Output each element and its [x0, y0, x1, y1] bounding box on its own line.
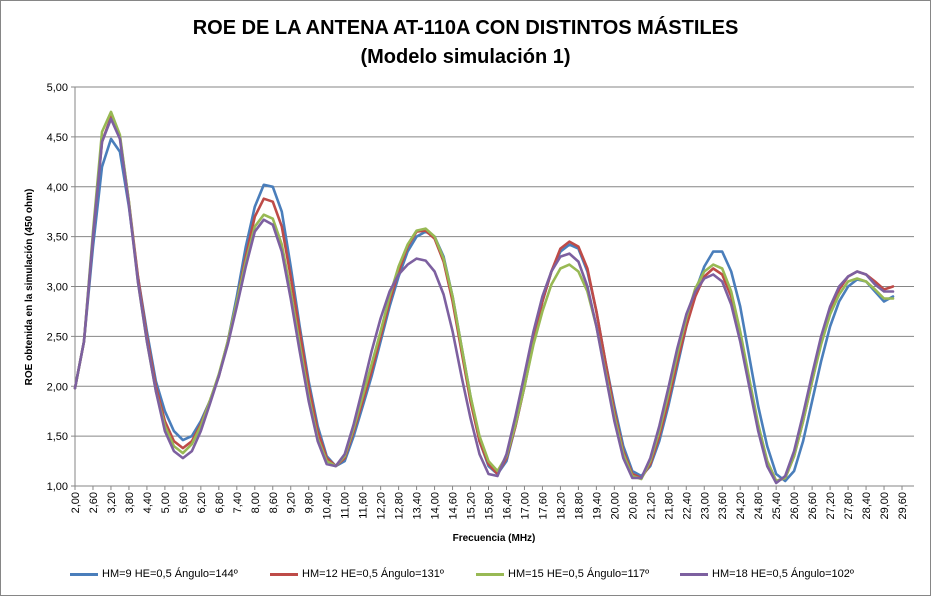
legend-swatch — [476, 572, 504, 576]
x-tick-label: 17,60 — [537, 492, 549, 520]
legend-swatch — [70, 572, 98, 576]
legend-item-1: HM=9 HE=0,5 Ángulo=144º — [70, 563, 238, 585]
x-tick-label: 23,00 — [699, 492, 711, 520]
x-tick-label: 3,80 — [124, 492, 136, 513]
x-tick-label: 22,40 — [681, 492, 693, 520]
x-tick-label: 8,60 — [268, 492, 280, 513]
x-tick-label: 27,20 — [825, 492, 837, 520]
legend-swatch — [680, 572, 708, 576]
y-tick-label: 3,50 — [47, 232, 68, 244]
y-tick-label: 3,00 — [47, 282, 68, 294]
y-axis-label: ROE obtenida en la simulación (450 ohm) — [24, 189, 35, 386]
x-tick-label: 19,40 — [591, 492, 603, 520]
x-tick-label: 7,40 — [232, 492, 244, 513]
legend-label: HM=15 HE=0,5 Ángulo=117º — [508, 568, 650, 580]
y-tick-label: 5,00 — [47, 82, 68, 94]
x-tick-label: 27,80 — [843, 492, 855, 520]
y-tick-labels: 1,00 1,50 2,00 2,50 3,00 3,50 4,00 4,50 5,00 — [47, 82, 68, 493]
series-line-4 — [73, 117, 895, 485]
x-tick-label: 5,00 — [160, 492, 172, 513]
x-tick-label: 21,80 — [663, 492, 675, 520]
y-tick-label: 4,00 — [47, 182, 68, 194]
x-tick-label: 25,40 — [771, 492, 783, 520]
x-tick-label: 6,20 — [196, 492, 208, 513]
y-tick-label: 2,00 — [47, 381, 68, 393]
x-tick-label: 11,60 — [358, 492, 370, 519]
y-tick-label: 2,50 — [47, 331, 68, 343]
x-tick-label: 18,80 — [573, 492, 585, 520]
x-tick-label: 29,00 — [879, 492, 891, 520]
x-tick-label: 8,00 — [250, 492, 262, 513]
legend-item-2: HM=12 HE=0,5 Ángulo=131º — [270, 563, 444, 585]
x-tick-label: 3,20 — [106, 492, 118, 513]
axes — [74, 87, 914, 490]
chart-subtitle: (Modelo simulación 1) — [360, 46, 571, 68]
x-tick-label: 5,60 — [178, 492, 190, 513]
x-tick-label: 18,20 — [555, 492, 567, 520]
x-tick-label: 17,00 — [519, 492, 531, 520]
x-tick-label: 15,20 — [466, 492, 478, 520]
x-tick-label: 20,60 — [627, 492, 639, 520]
x-tick-label: 2,00 — [70, 492, 82, 513]
x-tick-label: 9,20 — [286, 492, 298, 513]
x-tick-label: 21,20 — [645, 492, 657, 520]
x-tick-label: 14,00 — [430, 492, 442, 520]
x-tick-label: 24,20 — [735, 492, 747, 520]
legend-item-3: HM=15 HE=0,5 Ángulo=117º — [476, 563, 649, 585]
legend-swatch — [270, 572, 298, 576]
legend: HM=9 HE=0,5 Ángulo=144º HM=12 HE=0,5 Ángu… — [0, 563, 931, 585]
x-tick-label: 11,00 — [340, 492, 352, 519]
x-tick-label: 2,60 — [88, 492, 100, 513]
x-tick-label: 26,00 — [789, 492, 801, 520]
x-tick-label: 16,40 — [501, 492, 513, 520]
y-tick-label: 1,00 — [47, 481, 68, 493]
x-tick-label: 12,20 — [376, 492, 388, 520]
x-tick-label: 9,80 — [304, 492, 316, 513]
x-tick-label: 10,40 — [322, 492, 334, 520]
legend-label: HM=12 HE=0,5 Ángulo=131º — [302, 568, 444, 580]
x-tick-label: 13,40 — [412, 492, 424, 520]
x-axis-label: Frecuencia (MHz) — [453, 533, 536, 544]
x-tick-label: 14,60 — [448, 492, 460, 520]
chart-title: ROE DE LA ANTENA AT-110A CON DISTINTOS M… — [192, 17, 739, 39]
y-tick-label: 1,50 — [47, 431, 68, 443]
series-lines — [73, 110, 895, 485]
x-tick-labels: 2,00 2,60 3,20 3,80 4,40 5,00 5,60 6,20 6,80 7,40… — [70, 492, 909, 520]
x-tick-label: 23,60 — [717, 492, 729, 520]
y-tick-label: 4,50 — [47, 132, 68, 144]
x-tick-label: 12,80 — [394, 492, 406, 520]
x-tick-label: 15,80 — [484, 492, 496, 520]
x-tick-label: 20,00 — [609, 492, 621, 520]
legend-label: HM=18 HE=0,5 Ángulo=102º — [712, 568, 854, 580]
x-tick-label: 4,40 — [142, 492, 154, 513]
legend-label: HM=9 HE=0,5 Ángulo=144º — [102, 568, 238, 580]
legend-item-4: HM=18 HE=0,5 Ángulo=102º — [680, 563, 854, 585]
grid-lines — [71, 86, 914, 487]
line-chart: 1,00 1,50 2,00 2,50 3,00 3,50 4,00 4,50 5,00 2,0… — [24, 82, 914, 544]
x-tick-label: 6,80 — [214, 492, 226, 513]
x-tick-label: 24,80 — [753, 492, 765, 520]
x-tick-label: 28,40 — [861, 492, 873, 520]
x-tick-label: 29,60 — [897, 492, 909, 520]
x-tick-label: 26,60 — [807, 492, 819, 520]
